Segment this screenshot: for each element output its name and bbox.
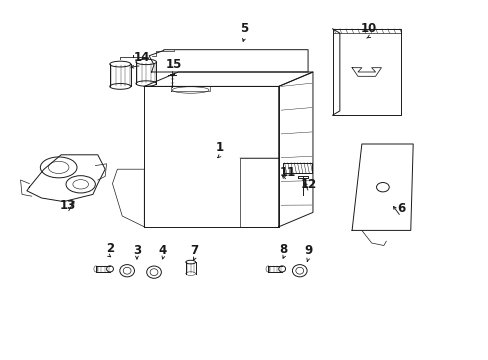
Text: 5: 5 — [240, 22, 248, 35]
Text: 4: 4 — [159, 244, 166, 257]
Text: 1: 1 — [216, 141, 224, 154]
Text: 15: 15 — [165, 58, 182, 71]
Text: 2: 2 — [106, 242, 114, 255]
Text: 11: 11 — [279, 166, 295, 179]
Text: 8: 8 — [279, 243, 287, 256]
Text: 13: 13 — [59, 199, 76, 212]
Text: 7: 7 — [190, 244, 198, 257]
Text: 10: 10 — [360, 22, 377, 35]
Text: 12: 12 — [300, 178, 317, 191]
Text: 3: 3 — [133, 244, 141, 257]
Text: 14: 14 — [133, 51, 150, 64]
Text: 6: 6 — [396, 202, 404, 215]
Text: 9: 9 — [304, 244, 311, 257]
